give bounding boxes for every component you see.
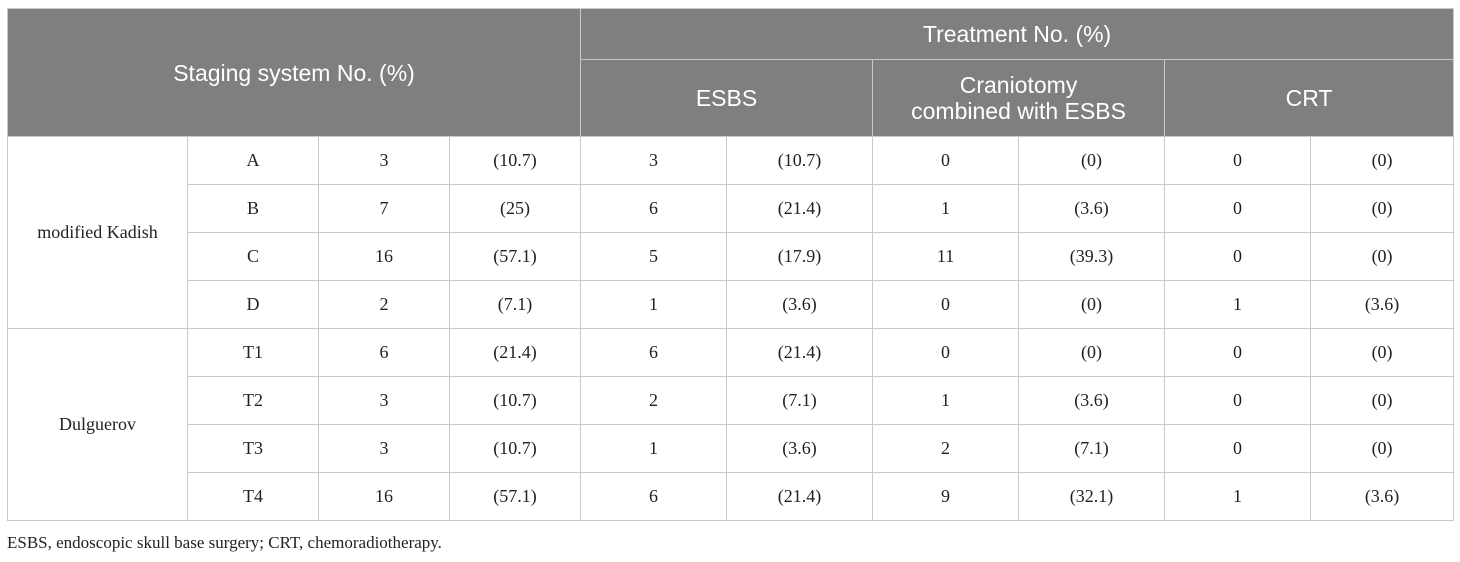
stage-cell: C — [187, 232, 319, 281]
crt-count-cell: 0 — [1164, 136, 1312, 185]
percent-cell: (10.7) — [448, 424, 582, 473]
craniotomy-percent-cell: (0) — [1018, 328, 1166, 377]
crt-count-cell: 0 — [1164, 424, 1312, 473]
count-cell: 7 — [318, 184, 450, 233]
count-cell: 16 — [318, 232, 450, 281]
craniotomy-count-cell: 11 — [872, 232, 1020, 281]
table-header: Staging system No. (%) Treatment No. (%)… — [6, 8, 1455, 137]
esbs-percent-cell: (21.4) — [726, 184, 874, 233]
esbs-count-cell: 5 — [580, 232, 728, 281]
esbs-percent-cell: (21.4) — [726, 472, 874, 521]
esbs-count-cell: 2 — [580, 376, 728, 425]
esbs-count-cell: 1 — [580, 280, 728, 329]
esbs-count-cell: 3 — [580, 136, 728, 185]
craniotomy-percent-cell: (0) — [1018, 280, 1166, 329]
craniotomy-header-line2: combined with ESBS — [911, 98, 1126, 124]
craniotomy-header-line1: Craniotomy — [959, 72, 1078, 98]
esbs-count-cell: 6 — [580, 328, 728, 377]
stage-cell: T1 — [187, 328, 319, 377]
stage-cell: D — [187, 280, 319, 329]
stage-cell: B — [187, 184, 319, 233]
percent-cell: (21.4) — [448, 328, 582, 377]
craniotomy-percent-cell: (32.1) — [1018, 472, 1166, 521]
crt-percent-cell: (0) — [1310, 424, 1455, 473]
staging-system-header: Staging system No. (%) — [6, 8, 582, 137]
table-row: T3 3 (10.7) 1 (3.6) 2 (7.1) 0 (0) — [8, 424, 1455, 473]
table-footnote: ESBS, endoscopic skull base surgery; CRT… — [7, 533, 442, 552]
crt-count-cell: 0 — [1164, 232, 1312, 281]
count-cell: 2 — [318, 280, 450, 329]
craniotomy-count-cell: 1 — [872, 184, 1020, 233]
esbs-percent-cell: (3.6) — [726, 280, 874, 329]
crt-percent-cell: (0) — [1310, 184, 1455, 233]
esbs-count-cell: 6 — [580, 184, 728, 233]
craniotomy-header: Craniotomy combined with ESBS — [872, 59, 1166, 137]
treatment-header: Treatment No. (%) — [580, 8, 1455, 60]
crt-percent-cell: (3.6) — [1310, 280, 1455, 329]
group-label-kadish: modified Kadish — [7, 136, 188, 329]
craniotomy-count-cell: 0 — [872, 136, 1020, 185]
count-cell: 16 — [318, 472, 450, 521]
table-row: T2 3 (10.7) 2 (7.1) 1 (3.6) 0 (0) — [8, 376, 1455, 425]
esbs-percent-cell: (7.1) — [726, 376, 874, 425]
table-row: modified Kadish A 3 (10.7) 3 (10.7) 0 (0… — [7, 136, 1455, 329]
percent-cell: (57.1) — [448, 472, 582, 521]
crt-percent-cell: (3.6) — [1310, 472, 1455, 521]
esbs-percent-cell: (21.4) — [726, 328, 874, 377]
percent-cell: (25) — [448, 184, 582, 233]
percent-cell: (57.1) — [448, 232, 582, 281]
percent-cell: (10.7) — [448, 136, 582, 185]
staging-treatment-table-container: Staging system No. (%) Treatment No. (%)… — [6, 8, 1455, 521]
table-row: C 16 (57.1) 5 (17.9) 11 (39.3) 0 (0) — [8, 232, 1455, 281]
stage-cell: T4 — [187, 472, 319, 521]
stage-cell: A — [187, 136, 319, 185]
table-row: T4 16 (57.1) 6 (21.4) 9 (32.1) 1 (3.6) — [8, 472, 1455, 521]
esbs-percent-cell: (17.9) — [726, 232, 874, 281]
craniotomy-percent-cell: (39.3) — [1018, 232, 1166, 281]
count-cell: 3 — [318, 376, 450, 425]
craniotomy-percent-cell: (7.1) — [1018, 424, 1166, 473]
crt-percent-cell: (0) — [1310, 136, 1455, 185]
craniotomy-count-cell: 1 — [872, 376, 1020, 425]
craniotomy-percent-cell: (3.6) — [1018, 184, 1166, 233]
crt-count-cell: 1 — [1164, 280, 1312, 329]
crt-percent-cell: (0) — [1310, 328, 1455, 377]
craniotomy-count-cell: 2 — [872, 424, 1020, 473]
craniotomy-count-cell: 0 — [872, 280, 1020, 329]
esbs-count-cell: 1 — [580, 424, 728, 473]
count-cell: 3 — [318, 424, 450, 473]
table-body: modified Kadish A 3 (10.7) 3 (10.7) 0 (0… — [7, 136, 1455, 521]
esbs-percent-cell: (10.7) — [726, 136, 874, 185]
esbs-percent-cell: (3.6) — [726, 424, 874, 473]
count-cell: 6 — [318, 328, 450, 377]
crt-percent-cell: (0) — [1310, 232, 1455, 281]
staging-treatment-table: Staging system No. (%) Treatment No. (%)… — [6, 8, 1455, 521]
crt-count-cell: 0 — [1164, 328, 1312, 377]
count-cell: 3 — [318, 136, 450, 185]
esbs-header: ESBS — [580, 59, 874, 137]
percent-cell: (10.7) — [448, 376, 582, 425]
group-label-dulguerov: Dulguerov — [7, 328, 188, 521]
table-row: B 7 (25) 6 (21.4) 1 (3.6) 0 (0) — [8, 184, 1455, 233]
stage-cell: T3 — [187, 424, 319, 473]
percent-cell: (7.1) — [448, 280, 582, 329]
craniotomy-percent-cell: (0) — [1018, 136, 1166, 185]
table-row: D 2 (7.1) 1 (3.6) 0 (0) 1 (3.6) — [8, 280, 1455, 329]
crt-count-cell: 1 — [1164, 472, 1312, 521]
table-row: Dulguerov T1 6 (21.4) 6 (21.4) 0 (0) 0 (… — [7, 328, 1455, 521]
crt-header: CRT — [1164, 59, 1455, 137]
craniotomy-percent-cell: (3.6) — [1018, 376, 1166, 425]
craniotomy-count-cell: 0 — [872, 328, 1020, 377]
crt-count-cell: 0 — [1164, 376, 1312, 425]
crt-percent-cell: (0) — [1310, 376, 1455, 425]
craniotomy-count-cell: 9 — [872, 472, 1020, 521]
esbs-count-cell: 6 — [580, 472, 728, 521]
crt-count-cell: 0 — [1164, 184, 1312, 233]
stage-cell: T2 — [187, 376, 319, 425]
